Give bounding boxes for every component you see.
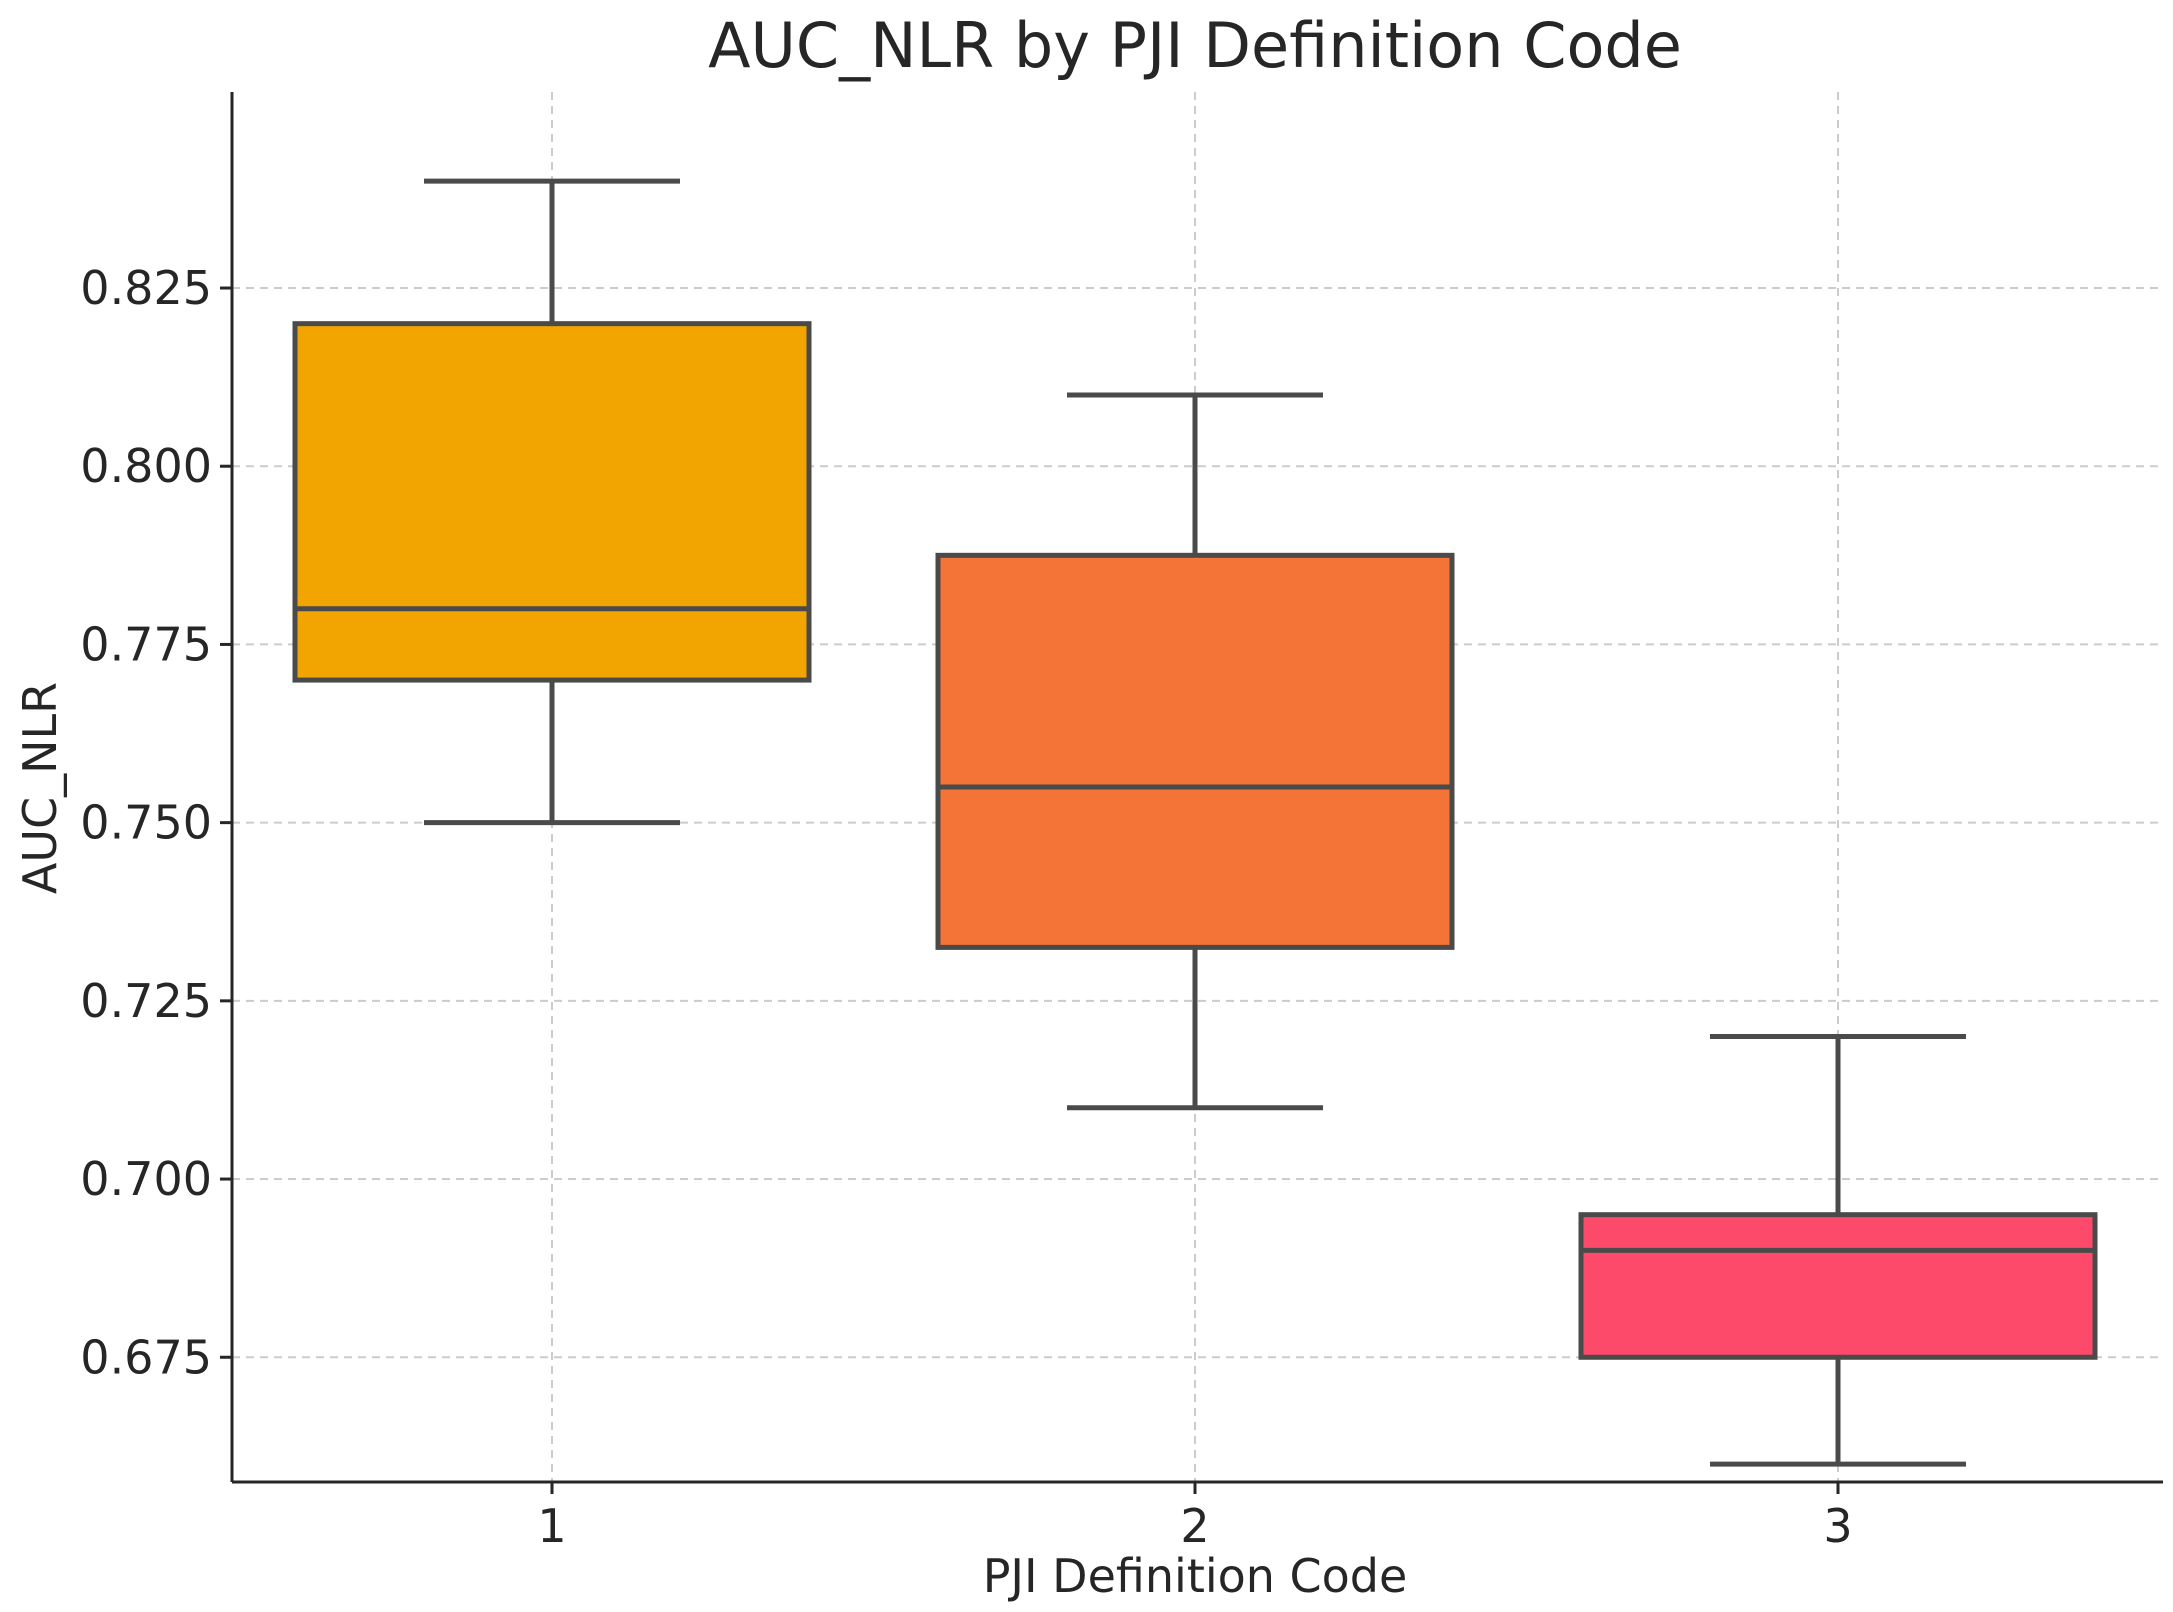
y-tick-label: 0.675 [80, 1330, 212, 1384]
y-tick-label: 0.800 [80, 439, 212, 493]
box-group-2 [935, 392, 1455, 1111]
box-group-1 [292, 178, 812, 826]
iqr-box [935, 552, 1455, 950]
axis-layer: 0.675 0.700 0.725 0.750 0.775 0.800 0.825 1 2 3 [80, 92, 2163, 1553]
y-tick-label: 0.725 [80, 974, 212, 1028]
x-tick-label: 3 [1823, 1499, 1852, 1553]
iqr-box [292, 321, 812, 683]
iqr-box [1578, 1212, 2098, 1360]
y-tick-label: 0.775 [80, 617, 212, 671]
x-tick-label: 2 [1180, 1499, 1209, 1553]
x-axis-label: PJI Definition Code [983, 1549, 1408, 1603]
chart-title: AUC_NLR by PJI Definition Code [708, 9, 1682, 82]
x-tick-label: 1 [537, 1499, 566, 1553]
y-tick-label: 0.750 [80, 796, 212, 850]
y-axis-label: AUC_NLR [13, 682, 67, 894]
box-layer [292, 178, 2098, 1467]
y-tick-label: 0.700 [80, 1152, 212, 1206]
box-group-3 [1578, 1033, 2098, 1467]
y-tick-label: 0.825 [80, 261, 212, 315]
